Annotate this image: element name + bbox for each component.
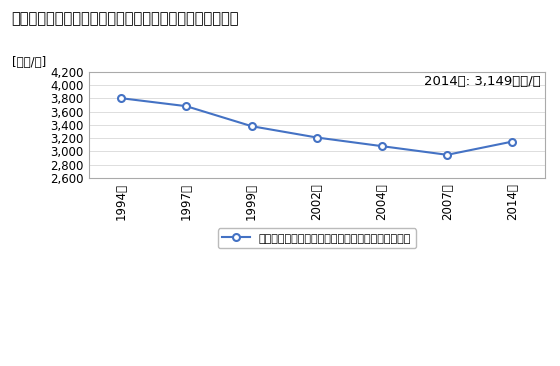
Text: 各種商品小売業の従業者一人当たり年間商品販売額の推移: 各種商品小売業の従業者一人当たり年間商品販売額の推移 xyxy=(11,11,239,26)
各種商品小売業の従業者一人当たり年間商品販売額 xyxy=(183,104,190,108)
各種商品小売業の従業者一人当たり年間商品販売額 xyxy=(248,124,255,128)
各種商品小売業の従業者一人当たり年間商品販売額 xyxy=(509,139,516,144)
Text: 2014年: 3,149万円/人: 2014年: 3,149万円/人 xyxy=(424,75,540,88)
各種商品小売業の従業者一人当たり年間商品販売額 xyxy=(444,153,451,157)
各種商品小売業の従業者一人当たり年間商品販売額 xyxy=(118,96,124,100)
Line: 各種商品小売業の従業者一人当たり年間商品販売額: 各種商品小売業の従業者一人当たり年間商品販売額 xyxy=(118,95,516,158)
各種商品小売業の従業者一人当たり年間商品販売額 xyxy=(379,144,385,148)
Y-axis label: [万円/人]: [万円/人] xyxy=(12,56,46,70)
Legend: 各種商品小売業の従業者一人当たり年間商品販売額: 各種商品小売業の従業者一人当たり年間商品販売額 xyxy=(218,228,416,248)
各種商品小売業の従業者一人当たり年間商品販売額 xyxy=(314,135,320,140)
